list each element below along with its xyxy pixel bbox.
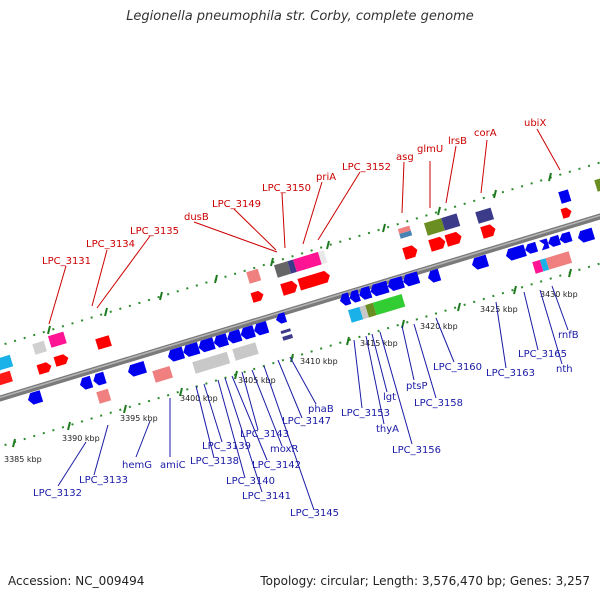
forward-gene-labels: LPC_3131 LPC_3134 LPC_3135 dusB LPC_3149…: [42, 118, 546, 267]
label-lpc3160: LPC_3160: [433, 362, 482, 373]
kbp-3410: 3410 kbp: [300, 357, 338, 366]
kbp-3425: 3425 kbp: [480, 305, 518, 314]
label-lpc3158: LPC_3158: [414, 398, 463, 409]
label-lpc3143: LPC_3143: [240, 429, 289, 440]
label-lpc3152: LPC_3152: [342, 162, 391, 173]
upper-ruler: [0, 161, 600, 347]
label-lpc3156: LPC_3156: [392, 445, 441, 456]
label-amiC: amiC: [160, 460, 186, 471]
label-lpc3135: LPC_3135: [130, 226, 179, 237]
label-lpc3153: LPC_3153: [341, 408, 390, 419]
label-lrsB: lrsB: [448, 136, 467, 147]
label-lpc3141: LPC_3141: [242, 491, 291, 502]
label-corA: corA: [474, 128, 497, 139]
label-glmU: glmU: [417, 144, 443, 155]
label-nth: nth: [556, 364, 573, 375]
genome-summary-text: Topology: circular; Length: 3,576,470 bp…: [260, 574, 590, 588]
label-lpc3142: LPC_3142: [252, 460, 301, 471]
kbp-3395: 3395 kbp: [120, 414, 158, 423]
label-lpc3133: LPC_3133: [79, 475, 128, 486]
label-moxR: moxR: [270, 444, 298, 455]
label-lpc3147: LPC_3147: [282, 416, 331, 427]
forward-genes: [0, 177, 600, 386]
lower-ruler: [0, 262, 600, 448]
upper-ruler-ticks: [47, 172, 552, 335]
label-ubiX: ubiX: [524, 118, 546, 129]
accession-text: Accession: NC_009494: [8, 574, 145, 588]
label-phaB: phaB: [308, 404, 334, 415]
label-hemG: hemG: [122, 460, 152, 471]
label-priA: priA: [316, 172, 336, 183]
label-thyA: thyA: [376, 424, 399, 435]
kbp-3390: 3390 kbp: [62, 434, 100, 443]
label-lpc3163: LPC_3163: [486, 368, 535, 379]
label-lpc3134: LPC_3134: [86, 239, 135, 250]
label-lpc3131: LPC_3131: [42, 256, 91, 267]
label-lpc3150: LPC_3150: [262, 183, 311, 194]
kbp-3405: 3405 kbp: [238, 376, 276, 385]
lower-ruler-ticks: [12, 268, 572, 448]
label-asg: asg: [396, 152, 414, 163]
reverse-leaders: [57, 285, 569, 511]
genome-backbone: [0, 213, 600, 402]
kbp-3420: 3420 kbp: [420, 322, 458, 331]
label-lpc3149: LPC_3149: [212, 199, 261, 210]
reverse-gene-labels: LPC_3132 LPC_3133 hemG amiC LPC_3138 LPC…: [33, 330, 579, 519]
label-dusB: dusB: [184, 212, 209, 223]
label-lpc3132: LPC_3132: [33, 488, 82, 499]
kbp-3385: 3385 kbp: [4, 455, 42, 464]
forward-leaders: [48, 128, 561, 325]
kbp-3415: 3415 kbp: [360, 339, 398, 348]
label-lpc3140: LPC_3140: [226, 476, 275, 487]
label-ptsP: ptsP: [406, 381, 428, 392]
reverse-genes: [0, 227, 596, 405]
label-lgt: lgt: [383, 392, 396, 403]
label-lpc3139: LPC_3139: [202, 441, 251, 452]
forward-gene-block: [0, 370, 13, 386]
label-lpc3145: LPC_3145: [290, 508, 339, 519]
label-rnfB: rnfB: [558, 330, 579, 341]
map-title: Legionella pneumophila str. Corby, compl…: [126, 9, 474, 24]
label-lpc3165: LPC_3165: [518, 349, 567, 360]
kbp-3430: 3430 kbp: [540, 290, 578, 299]
label-lpc3138: LPC_3138: [190, 456, 239, 467]
